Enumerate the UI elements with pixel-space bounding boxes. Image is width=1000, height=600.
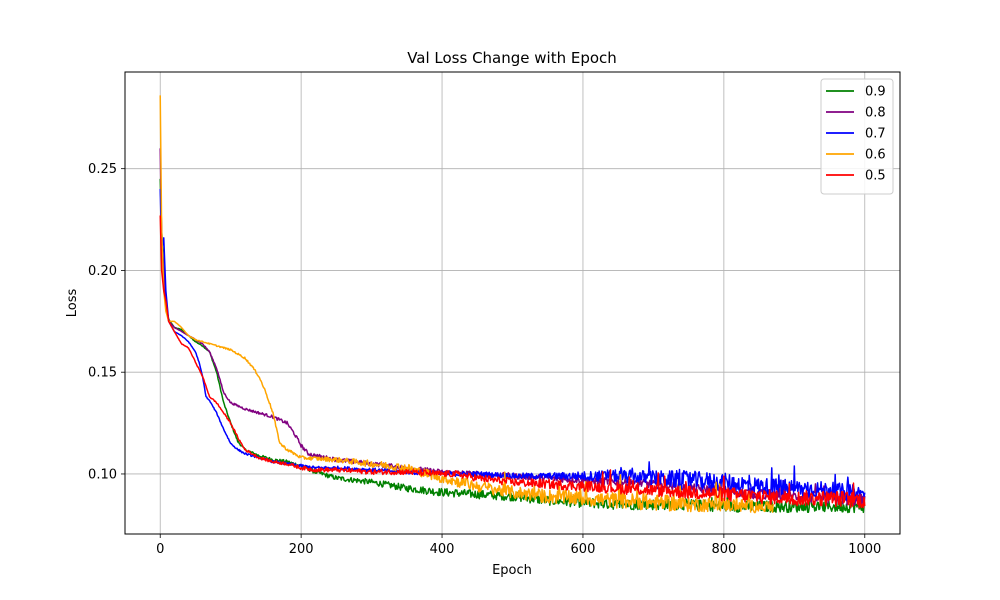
x-tick-label: 0: [156, 542, 164, 557]
y-tick-label: 0.25: [88, 162, 117, 177]
y-tick-label: 0.10: [88, 467, 117, 482]
plot-area-background: [125, 72, 900, 534]
legend-box: [820, 78, 894, 195]
x-tick-label: 200: [289, 542, 314, 557]
legend-label: 0.8: [865, 106, 886, 121]
y-axis-title: Loss: [65, 289, 80, 318]
legend-label: 0.9: [865, 85, 886, 100]
x-tick-label: 600: [571, 542, 596, 557]
y-tick-label: 0.20: [88, 264, 117, 279]
x-tick-label: 800: [711, 542, 736, 557]
legend-label: 0.7: [865, 127, 886, 142]
legend-label: 0.6: [865, 148, 886, 163]
plot-frame: [124, 71, 901, 535]
chart-title: Val Loss Change with Epoch: [407, 49, 617, 67]
y-tick-label: 0.15: [88, 366, 117, 381]
legend: 0.9 0.8 0.7 0.6 0.5: [820, 78, 894, 195]
ticks-layer: 0 200 400 600 800 1000 0.10 0.15 0.20 0.25: [88, 162, 881, 557]
legend-label: 0.5: [865, 169, 886, 184]
x-tick-label: 400: [430, 542, 455, 557]
x-axis-title: Epoch: [492, 563, 532, 578]
series-line-3: [159, 95, 774, 514]
series-layer: [159, 95, 866, 514]
series-line-4: [159, 215, 866, 509]
x-tick-label: 1000: [848, 542, 881, 557]
